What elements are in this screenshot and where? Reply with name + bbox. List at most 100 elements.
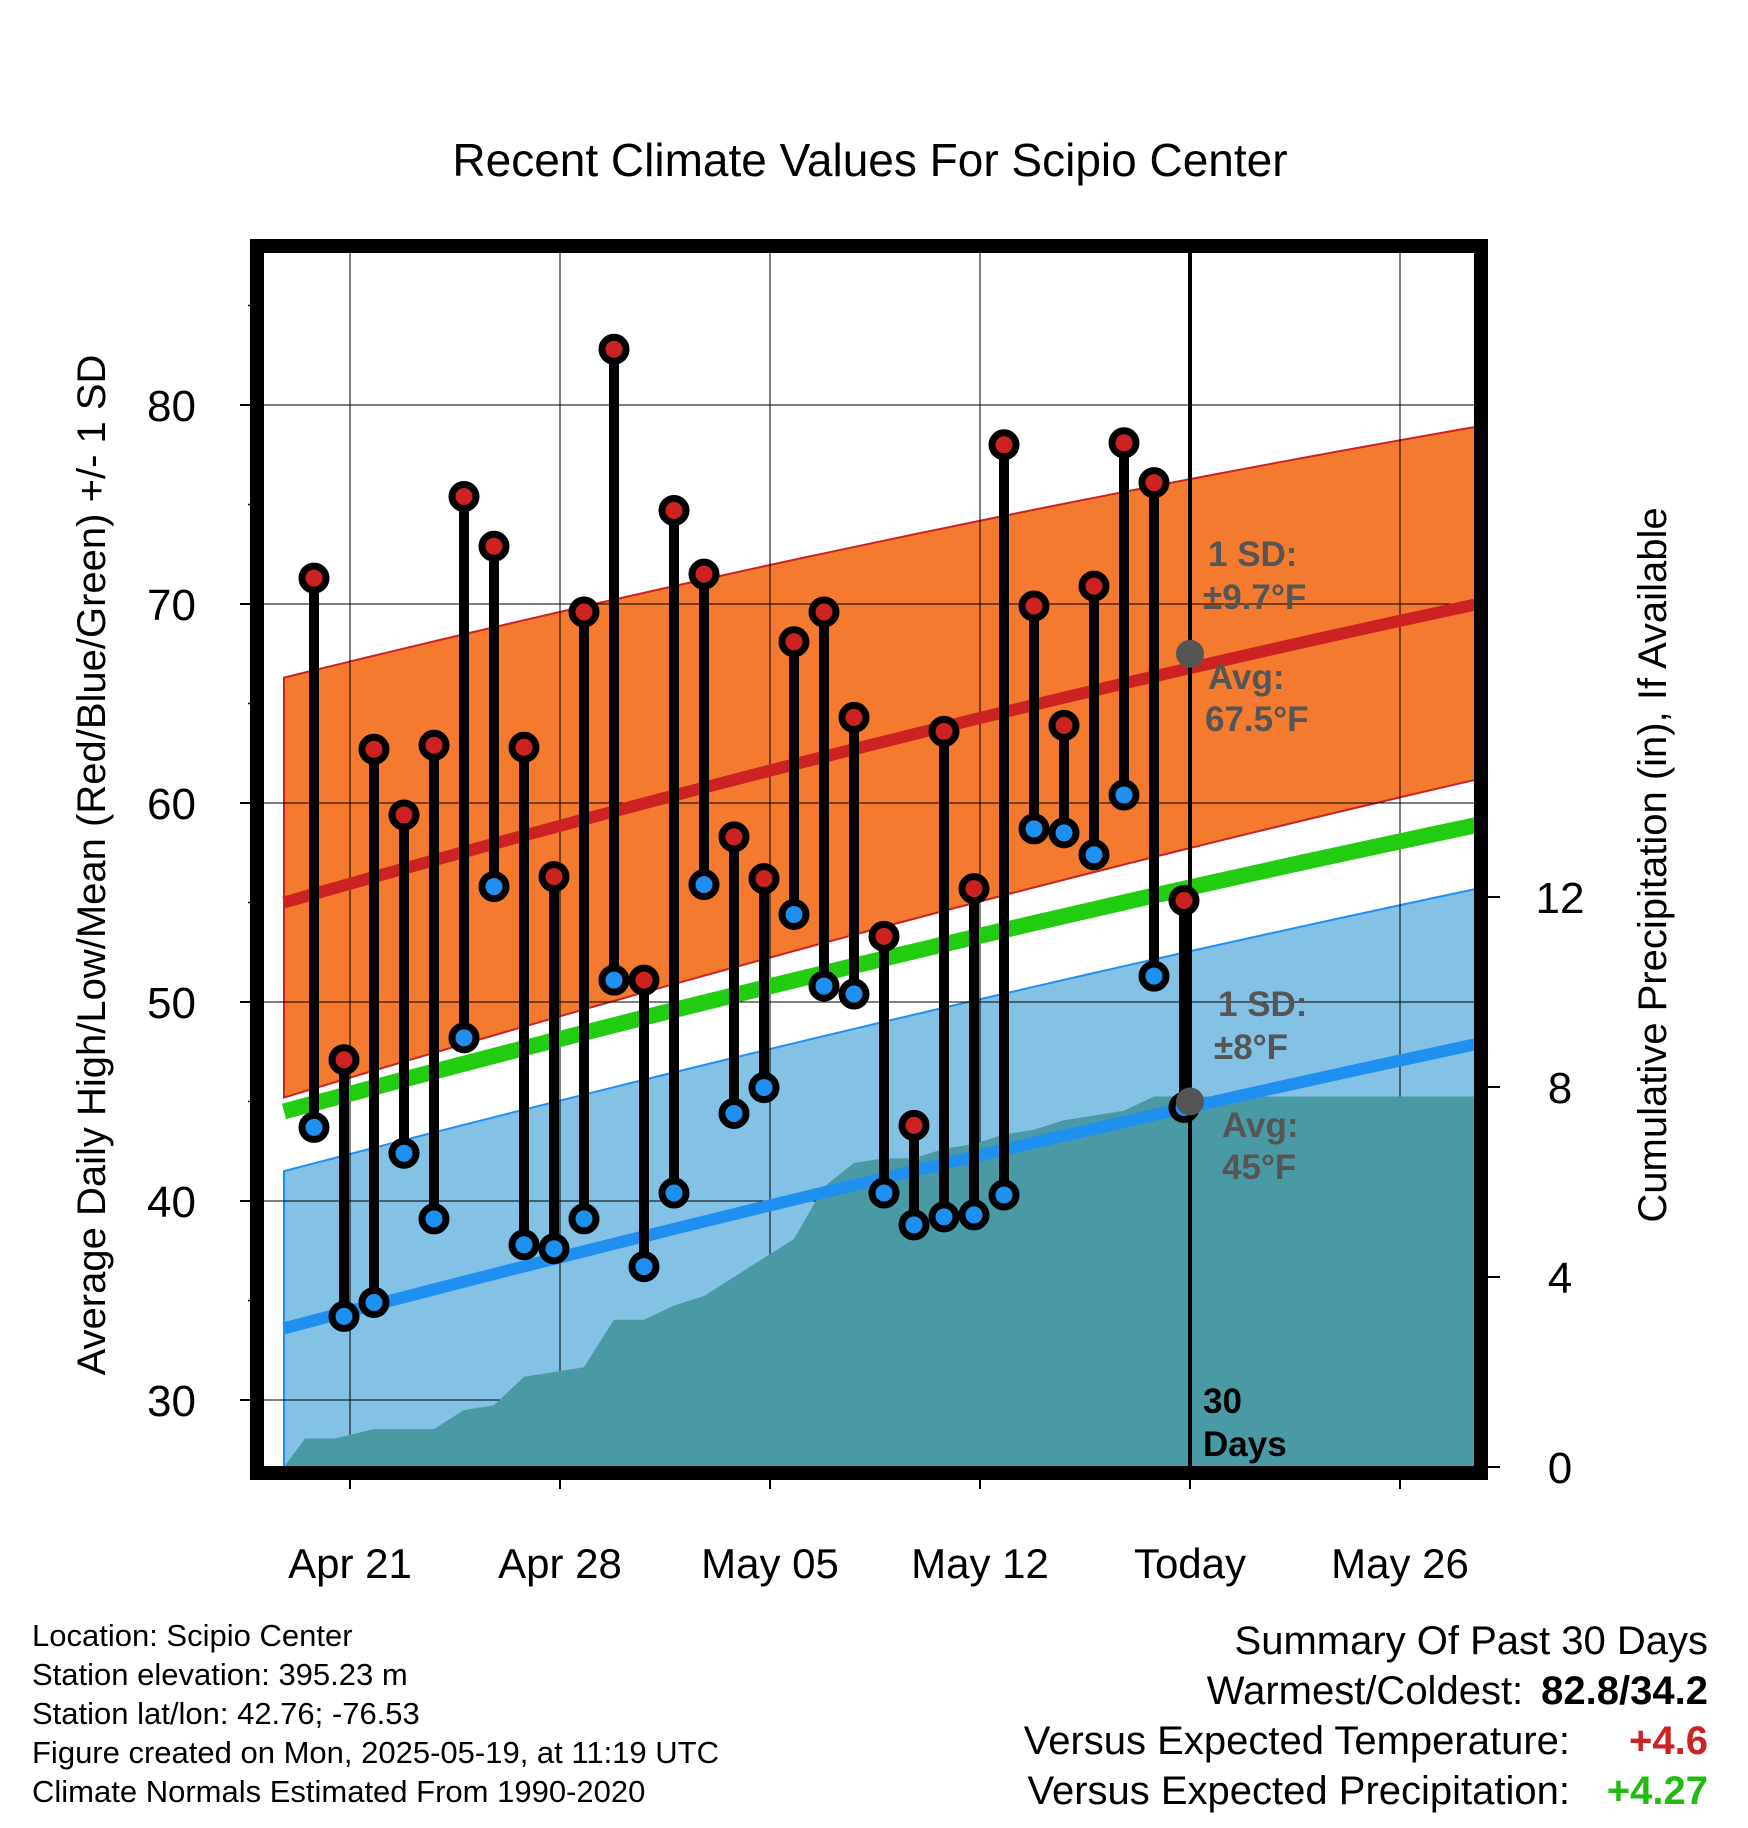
daily-bar [478,530,510,903]
daily-bar [658,494,690,1209]
axes: 30 40 50 60 70 80 0 4 8 12 Apr 21 Apr 28 May 05 May 1… [70,239,1675,1610]
y-tick-label-left: 30 [147,1377,196,1426]
daily-bar [1108,427,1140,811]
low-point [718,1097,750,1129]
y-tick-label-left: 60 [147,780,196,829]
low-point [808,970,840,1002]
low-point [958,1199,990,1231]
high-point [808,596,840,628]
daily-bar [838,701,870,1010]
daily-bar [1018,590,1050,845]
daily-bar [928,715,960,1233]
high-point [298,562,330,594]
x-tick-label: May 05 [701,1540,839,1587]
low-point [568,1203,600,1235]
normals-text: Climate Normals Estimated From 1990-2020 [32,1774,646,1809]
high-sd-label: 1 SD: [1208,535,1297,574]
high-point [388,799,420,831]
high-avg-value: 67.5°F [1205,700,1309,739]
y-tick-label-right: 12 [1536,874,1585,923]
daily-bar [388,799,420,1169]
high-point [538,861,570,893]
high-point [508,731,540,763]
high-point [658,494,690,526]
warmest-row: Warmest/Coldest: 82.8/34.2 [1024,1666,1708,1716]
daily-bar [958,873,990,1231]
high-point [1138,467,1170,499]
plot-area [263,252,1475,1467]
daily-bar [898,1109,930,1241]
high-sd-value: ±9.7°F [1203,578,1306,617]
y-tick-label-left: 50 [147,979,196,1028]
low-avg-label: Avg: [1222,1106,1298,1145]
daily-bar [448,481,480,1054]
low-point [868,1177,900,1209]
daily-bar [508,731,540,1261]
today-low-avg-marker [1176,1087,1204,1116]
high-point [958,873,990,905]
elevation-text: Station elevation: 395.23 m [32,1657,408,1692]
precip-row: Versus Expected Precipitation: +4.27 [1024,1766,1708,1816]
x-tick-label: Apr 21 [288,1540,412,1587]
high-point [598,333,630,365]
low-point [748,1072,780,1104]
low-point [688,869,720,901]
precip-value: +4.27 [1606,1769,1708,1813]
high-point [1048,709,1080,741]
y-tick-label-right: 0 [1548,1444,1572,1493]
low-point [328,1300,360,1332]
low-point [1048,817,1080,849]
high-point [988,429,1020,461]
daily-bar [1078,570,1110,871]
daily-bar [718,821,750,1129]
high-point [1108,427,1140,459]
daily-bar [808,596,840,1002]
today-days-number: 30 [1203,1382,1242,1421]
daily-bar [568,596,600,1235]
low-point [388,1137,420,1169]
precip-area [284,1096,1475,1467]
high-point [478,530,510,562]
high-point [328,1044,360,1076]
today-days-label: Days [1203,1425,1287,1464]
summary-title: Summary Of Past 30 Days [1234,1619,1708,1663]
temp-value: +4.6 [1629,1719,1708,1763]
low-point [448,1022,480,1054]
created-text: Figure created on Mon, 2025-05-19, at 11… [32,1735,719,1770]
summary-panel: Summary Of Past 30 Days Warmest/Coldest:… [1024,1616,1708,1816]
y-axis-label-left: Average Daily High/Low/Mean (Red/Blue/Gr… [70,355,114,1376]
low-point [1138,960,1170,992]
daily-bar [628,964,660,1283]
high-point [928,715,960,747]
warmest-label: Warmest/Coldest: [1206,1669,1524,1713]
low-point [778,898,810,930]
temp-label: Versus Expected Temperature: [1023,1719,1570,1763]
low-point [658,1177,690,1209]
low-point [1018,813,1050,845]
low-sd-label: 1 SD: [1218,985,1307,1024]
low-point [928,1201,960,1233]
today-high-avg-marker [1176,639,1204,668]
low-point [628,1251,660,1283]
daily-bar [988,429,1020,1211]
low-point [1078,839,1110,871]
temp-row: Versus Expected Temperature: +4.6 [1024,1716,1708,1766]
low-point [478,871,510,903]
low-point [418,1203,450,1235]
daily-bar [298,562,330,1143]
low-point [988,1179,1020,1211]
y-tick-label-right: 4 [1548,1254,1572,1303]
climate-chart: Recent Climate Values For Scipio Center … [70,134,1675,1610]
high-point [688,558,720,590]
x-tick-label: Today [1134,1540,1246,1587]
high-point [1168,885,1200,917]
high-point [448,481,480,513]
low-point [598,964,630,996]
low-point [358,1286,390,1318]
warmest-value: 82.8/34.2 [1541,1669,1708,1713]
high-point [418,729,450,761]
y-tick-label-left: 80 [147,382,196,431]
daily-bar [1138,467,1170,992]
high-point [718,821,750,853]
